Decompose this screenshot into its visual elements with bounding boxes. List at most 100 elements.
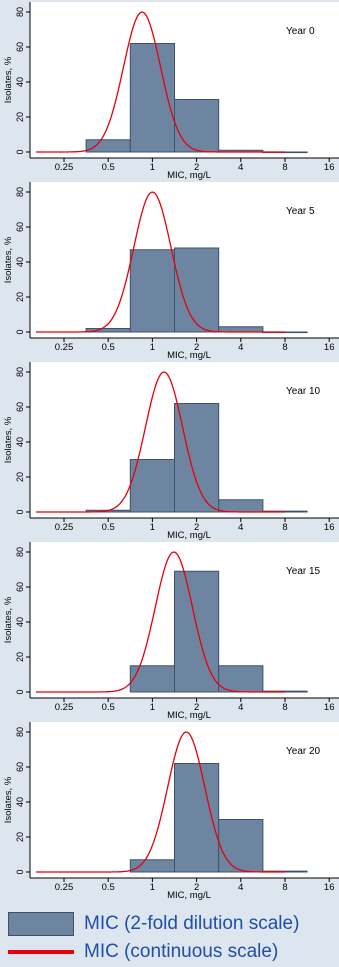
legend-swatch-bars: [8, 912, 74, 936]
x-tick-label: 8: [282, 522, 287, 533]
year-annotation: Year 0: [286, 26, 315, 37]
histogram-bar: [129, 459, 176, 513]
y-tick-label: 80: [15, 727, 25, 737]
x-tick-label: 1: [150, 162, 155, 173]
y-tick-label: 40: [15, 797, 25, 807]
histogram-bar: [218, 819, 264, 873]
histogram-bar: [174, 570, 220, 693]
histogram-bar: [218, 326, 264, 333]
x-tick-label: 2: [194, 342, 199, 353]
x-tick-label: 0.25: [55, 522, 74, 533]
x-tick-label: 0.5: [102, 882, 115, 893]
continuous-curve: [36, 11, 285, 153]
y-tick-label: 20: [15, 292, 25, 302]
x-tick-label: 16: [324, 522, 335, 533]
y-tick-label: 60: [15, 42, 25, 52]
x-axis-label: MIC, mg/L: [167, 350, 211, 361]
y-tick-label: 0: [15, 689, 25, 694]
x-tick-label: 16: [324, 882, 335, 893]
x-axis-label: MIC, mg/L: [167, 710, 211, 721]
y-tick-label: 20: [15, 112, 25, 122]
continuous-curve: [36, 731, 285, 873]
chart-panel: 0 20 40 60 80 Isolates, % 0.25 0.5 1 2 4 8 16 MIC, mg…: [3, 722, 339, 901]
legend-swatch-curve: [8, 950, 74, 954]
x-axis-label: MIC, mg/L: [167, 890, 211, 901]
chart-panel: 0 20 40 60 80 Isolates, % 0.25 0.5 1 2 4 8 16 MIC, mg…: [3, 542, 339, 721]
year-annotation: Year 20: [286, 746, 321, 757]
x-tick-label: 2: [194, 162, 199, 173]
y-tick-label: 40: [15, 77, 25, 87]
x-tick-label: 0.5: [102, 522, 115, 533]
x-tick-label: 0.25: [55, 162, 74, 173]
x-tick-label: 0.5: [102, 342, 115, 353]
legend: MIC (2-fold dilution scale) MIC (continu…: [0, 908, 339, 967]
legend-label-bars: MIC (2-fold dilution scale): [84, 913, 300, 934]
x-tick-label: 2: [194, 882, 199, 893]
x-tick-label: 4: [238, 882, 243, 893]
histogram-bar: [129, 665, 176, 693]
histogram-bar: [174, 763, 220, 873]
x-tick-label: 0.25: [55, 342, 74, 353]
x-tick-label: 8: [282, 162, 287, 173]
y-tick-label: 40: [15, 257, 25, 267]
x-tick-label: 16: [324, 162, 335, 173]
x-tick-label: 4: [238, 162, 243, 173]
x-tick-label: 1: [150, 882, 155, 893]
x-tick-label: 0.5: [102, 702, 115, 713]
y-tick-label: 60: [15, 582, 25, 592]
legend-item-curve: MIC (continuous scale): [8, 938, 278, 966]
x-tick-label: 0.5: [102, 162, 115, 173]
x-tick-label: 0.25: [55, 882, 74, 893]
histogram-bar: [218, 499, 264, 513]
continuous-curve: [36, 371, 285, 513]
y-axis-label: Isolates, %: [3, 236, 14, 283]
x-tick-label: 16: [324, 702, 335, 713]
x-tick-label: 4: [238, 702, 243, 713]
y-tick-label: 40: [15, 437, 25, 447]
y-tick-label: 20: [15, 652, 25, 662]
x-tick-label: 1: [150, 702, 155, 713]
histogram-bar: [129, 859, 176, 873]
y-tick-label: 60: [15, 402, 25, 412]
legend-item-bars: MIC (2-fold dilution scale): [8, 910, 299, 938]
continuous-curve: [36, 191, 285, 333]
x-tick-label: 8: [282, 882, 287, 893]
x-tick-label: 0.25: [55, 702, 74, 713]
x-axis-label: MIC, mg/L: [167, 530, 211, 541]
x-tick-label: 8: [282, 342, 287, 353]
y-tick-label: 60: [15, 222, 25, 232]
y-tick-label: 0: [15, 329, 25, 334]
x-tick-label: 16: [324, 342, 335, 353]
x-tick-label: 4: [238, 522, 243, 533]
x-axis-label: MIC, mg/L: [167, 170, 211, 181]
y-tick-label: 0: [15, 509, 25, 514]
y-tick-label: 60: [15, 762, 25, 772]
chart-panel: 0 20 40 60 80 Isolates, % 0.25 0.5 1 2 4 8 16 MIC, mg…: [3, 182, 339, 361]
histogram-bar: [129, 249, 176, 333]
y-tick-label: 20: [15, 472, 25, 482]
chart-panel: 0 20 40 60 80 Isolates, % 0.25 0.5 1 2 4 8 16 MIC, mg…: [3, 2, 339, 181]
x-tick-label: 2: [194, 522, 199, 533]
y-tick-label: 0: [15, 149, 25, 154]
x-tick-label: 1: [150, 342, 155, 353]
y-tick-label: 20: [15, 832, 25, 842]
y-axis-label: Isolates, %: [3, 596, 14, 643]
y-axis-label: Isolates, %: [3, 416, 14, 463]
year-annotation: Year 10: [286, 386, 321, 397]
y-axis-label: Isolates, %: [3, 56, 14, 103]
x-tick-label: 4: [238, 342, 243, 353]
continuous-curve: [36, 551, 285, 693]
y-tick-label: 80: [15, 547, 25, 557]
chart-panel: 0 20 40 60 80 Isolates, % 0.25 0.5 1 2 4 8 16 MIC, mg…: [3, 362, 339, 541]
y-tick-label: 40: [15, 617, 25, 627]
year-annotation: Year 15: [286, 566, 321, 577]
x-tick-label: 1: [150, 522, 155, 533]
y-axis-label: Isolates, %: [3, 776, 14, 823]
y-tick-label: 80: [15, 367, 25, 377]
legend-label-curve: MIC (continuous scale): [84, 941, 279, 962]
x-tick-label: 8: [282, 702, 287, 713]
histogram-bar: [174, 99, 220, 153]
y-tick-label: 0: [15, 869, 25, 874]
x-tick-label: 2: [194, 702, 199, 713]
